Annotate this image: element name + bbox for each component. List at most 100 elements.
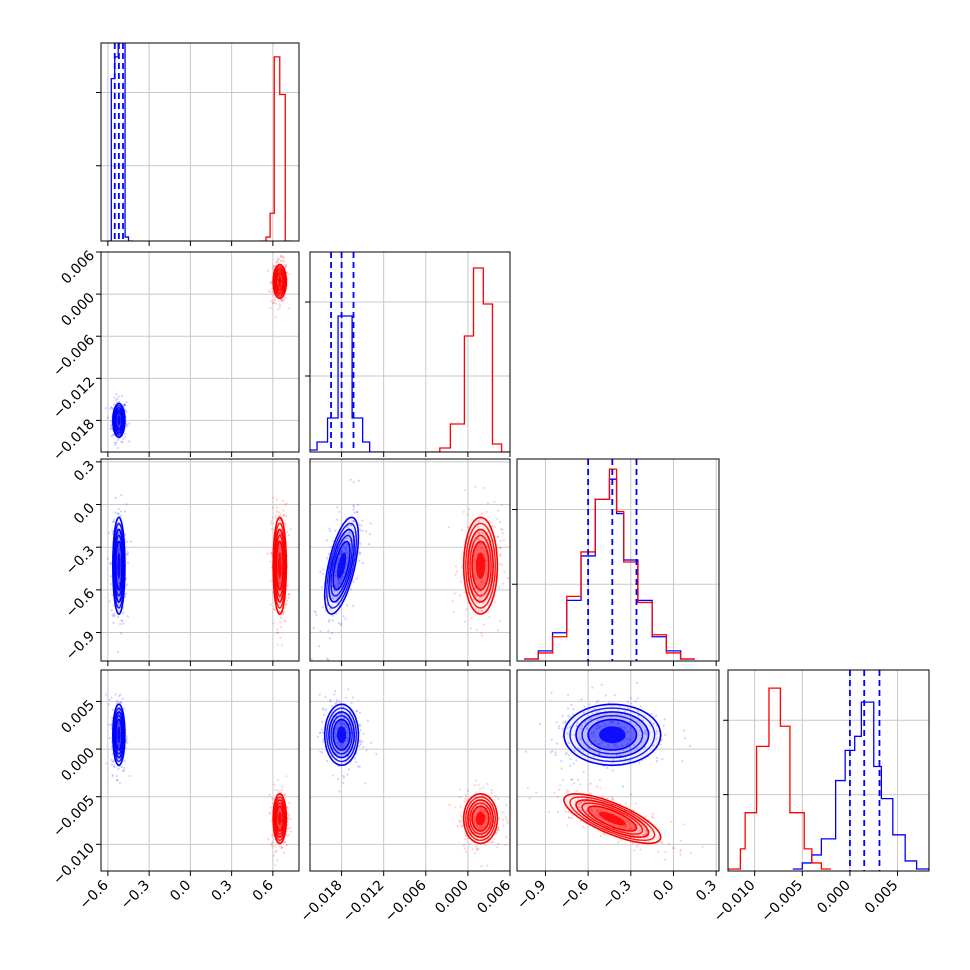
series-b-sample-point (280, 616, 283, 619)
x-tick-label: 0.000 (814, 877, 854, 917)
series-a-sample-point (650, 712, 653, 716)
series-b-sample-point (276, 643, 279, 646)
series-b-sample-point (285, 806, 289, 809)
series-b-sample-point (282, 499, 285, 503)
series-b-sample-point (477, 608, 480, 611)
series-a-sample-point (113, 518, 116, 521)
series-b-sample-point (279, 513, 282, 516)
series-b-sample-point (466, 789, 469, 792)
series-a-sample-point (359, 551, 362, 555)
series-a-sample-point (327, 658, 330, 661)
series-b-sample-point (287, 817, 290, 820)
series-a-sample-point (597, 724, 600, 727)
series-a-sample-point (321, 572, 325, 575)
series-b-sample-point (478, 827, 481, 830)
series-b-sample-point (284, 503, 287, 506)
series-a-sample-point (356, 709, 359, 712)
series-b-sample-point (282, 514, 285, 517)
series-a-sample-point (660, 738, 663, 741)
series-a-sample-point (567, 714, 570, 717)
series-b-sample-point (483, 810, 486, 813)
series-a-sample-point (598, 742, 601, 746)
x-tick-label: −0.6 (557, 877, 592, 912)
series-a-sample-point (111, 520, 114, 523)
series-a-sample-point (335, 742, 338, 745)
series-b-sample-point (596, 808, 599, 812)
series-b-sample-point (278, 303, 281, 306)
series-a-sample-point (107, 531, 111, 535)
series-b-sample-point (576, 797, 580, 800)
y-tick-label: 0.3 (71, 458, 98, 485)
series-b-sample-point (582, 826, 585, 829)
series-a-sample-point (654, 714, 658, 717)
series-b-sample-point (476, 525, 479, 528)
series-a-sample-point (655, 729, 658, 733)
series-b-sample-point (282, 851, 286, 855)
series-b-sample-point (280, 643, 283, 646)
series-a-sample-point (126, 741, 129, 745)
series-b-sample-point (274, 302, 277, 305)
series-b-sample-point (270, 288, 274, 291)
series-a-sample-point (621, 745, 624, 748)
x-tick-label: −0.005 (758, 877, 806, 925)
series-b-sample-point (480, 809, 483, 813)
series-b-sample-point (619, 838, 622, 841)
series-b-sample-point (460, 815, 463, 818)
series-a-sample-point (629, 697, 632, 700)
series-b-sample-point (593, 813, 596, 816)
series-a-sample-point (361, 519, 364, 522)
series-a-density-contour (599, 726, 626, 744)
series-b-sample-point (269, 307, 272, 310)
series-b-sample-point (286, 806, 289, 810)
series-a-sample-point (319, 630, 322, 633)
series-a-sample-point (116, 615, 120, 619)
series-a-sample-point (624, 736, 627, 740)
series-a-sample-point (568, 715, 571, 718)
series-a-sample-point (655, 760, 659, 763)
series-a-sample-point (328, 618, 331, 622)
series-a-sample-point (620, 744, 624, 747)
series-a-sample-point (110, 763, 113, 766)
series-b-sample-point (271, 267, 274, 270)
panel-frame (309, 251, 511, 453)
series-b-sample-point (275, 510, 279, 513)
series-b-sample-point (708, 872, 710, 874)
series-a-sample-point (661, 758, 664, 761)
series-b-sample-point (617, 841, 620, 844)
series-a-sample-point (123, 403, 126, 406)
series-a-sample-point (331, 774, 335, 777)
series-a-sample-point (342, 750, 346, 753)
series-b-sample-point (645, 831, 648, 834)
series-a-sample-point (340, 578, 343, 581)
series-b-sample-point (644, 833, 647, 836)
series-a-sample-point (329, 700, 332, 703)
series-a-sample-point (120, 619, 123, 622)
series-a-sample-point (321, 720, 324, 723)
series-b-sample-point (270, 299, 273, 303)
series-b-contour-line (274, 534, 285, 597)
histogram-series-b (524, 468, 695, 660)
y-tick-label: −0.006 (50, 332, 98, 380)
series-a-sample-point (110, 420, 113, 423)
series-a-sample-point (561, 727, 564, 731)
series-b-sample-point (504, 816, 507, 819)
series-a-sample-point (591, 711, 594, 715)
series-b-sample-point (657, 850, 660, 853)
series-a-sample-point (352, 604, 355, 608)
series-a-sample-point (319, 750, 322, 753)
series-a-sample-point (362, 745, 365, 749)
series-b-sample-point (278, 274, 281, 277)
series-a-sample-point (564, 720, 567, 723)
series-a-sample-point (123, 766, 126, 769)
series-b-sample-point (283, 840, 287, 844)
series-b-sample-point (270, 528, 274, 531)
series-b-sample-point (281, 788, 284, 791)
series-a-sample-point (126, 615, 129, 618)
series-b-sample-point (577, 802, 581, 805)
series-b-sample-point (462, 510, 465, 513)
series-a-sample-point (339, 744, 342, 747)
series-b-sample-point (285, 599, 289, 603)
series-b-density-contour (277, 552, 282, 579)
series-a-sample-point (117, 425, 120, 428)
series-b-sample-point (460, 566, 463, 569)
